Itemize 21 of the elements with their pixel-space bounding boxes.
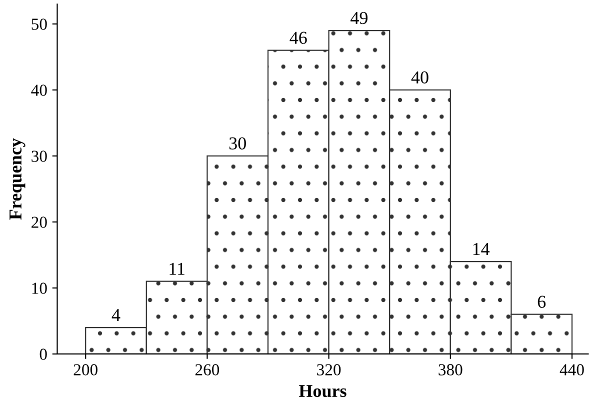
y-tick-label: 50 [32,18,47,30]
y-tick-label: 10 [32,282,47,294]
y-tick-label: 30 [32,150,47,162]
x-tick-label: 440 [560,364,584,376]
x-axis-title: Hours [298,385,346,398]
y-axis-title: Frequency [10,138,26,220]
x-tick-label: 380 [438,364,462,376]
data-label: 14 [473,243,490,255]
data-label: 11 [170,262,184,275]
data-label: 30 [229,137,246,150]
data-label: 46 [290,32,307,44]
y-tick-label: 20 [32,216,47,228]
x-tick-label: 260 [195,364,220,376]
data-label: 4 [112,309,120,321]
data-label: 6 [538,296,546,308]
x-tick-label: 320 [317,364,341,376]
data-label: 49 [350,12,368,24]
data-label: 40 [411,71,428,84]
y-tick-label: 0 [40,348,47,360]
y-tick-label: 40 [31,84,47,96]
x-tick-label: 200 [74,364,98,376]
